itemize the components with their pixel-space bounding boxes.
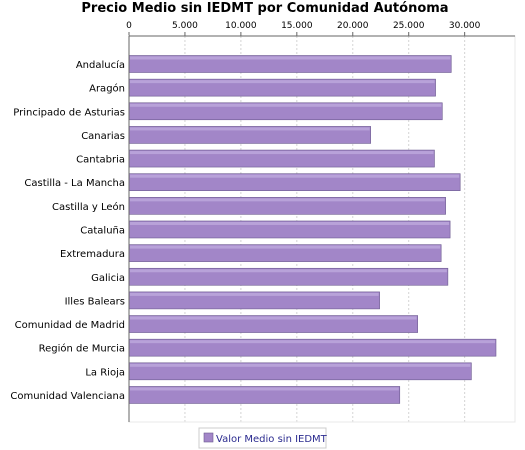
bars [128, 55, 497, 404]
category-label: Comunidad de Madrid [15, 320, 125, 331]
bar-highlight [130, 198, 445, 202]
bar-highlight [130, 387, 399, 391]
bar-highlight [130, 56, 451, 60]
bar-highlight [130, 340, 495, 344]
x-tick-label: 0 [126, 21, 132, 31]
x-axis: 0 5.000 10.000 15.000 20.000 25.000 30.000 [126, 21, 481, 36]
bar-highlight [130, 363, 471, 367]
category-label: Cataluña [80, 225, 125, 236]
bar-highlight [130, 151, 434, 155]
category-label: Región de Murcia [39, 343, 125, 355]
bar-highlight [130, 127, 370, 131]
category-label: Principado de Asturias [13, 107, 125, 118]
bar-highlight [130, 174, 460, 178]
category-label: Andalucía [76, 59, 125, 71]
category-label: Comunidad Valenciana [10, 391, 125, 402]
bar-highlight [130, 103, 442, 107]
x-tick-label: 25.000 [393, 21, 425, 31]
x-tick-label: 30.000 [449, 21, 481, 31]
category-label: La Rioja [85, 367, 125, 378]
category-label: Castilla - La Mancha [24, 178, 125, 189]
bar-highlight [130, 292, 379, 296]
category-label: Galicia [91, 273, 125, 284]
bar-highlight [130, 221, 450, 225]
x-tick-label: 20.000 [337, 21, 369, 31]
category-label: Aragón [89, 83, 125, 95]
x-tick-label: 5.000 [172, 21, 198, 31]
category-label: Extremadura [60, 249, 125, 260]
x-tick-label: 15.000 [281, 21, 313, 31]
x-tick-label: 10.000 [225, 21, 257, 31]
bar-highlight [130, 316, 417, 320]
legend-box [198, 427, 327, 449]
legend-swatch [203, 432, 214, 443]
category-labels: Andalucía Aragón Principado de Asturias Can… [10, 59, 125, 402]
category-label: Castilla y León [52, 201, 125, 213]
category-label: Illes Balears [65, 296, 125, 307]
bar-highlight [130, 80, 435, 84]
category-label: Canarias [81, 131, 125, 142]
category-label: Cantabria [76, 155, 125, 166]
legend: Valor Medio sin IEDMT [198, 427, 328, 449]
bar-highlight [130, 245, 441, 249]
bar-highlight [130, 269, 447, 273]
chart-title: Precio Medio sin IEDMT por Comunidad Aut… [81, 1, 448, 16]
legend-label: Valor Medio sin IEDMT [216, 434, 328, 445]
